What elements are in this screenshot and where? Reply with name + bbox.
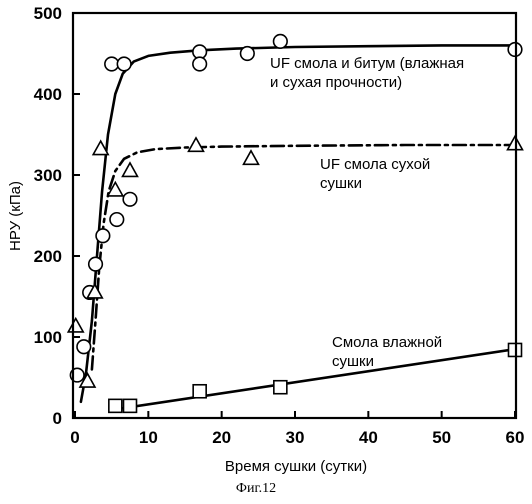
x-tick-label: 30 bbox=[286, 428, 305, 447]
annotation-uf-dry-line2: сушки bbox=[320, 175, 362, 192]
y-tick-label: 500 bbox=[34, 4, 62, 23]
circle-marker bbox=[117, 57, 131, 71]
fit-line-series-3 bbox=[112, 349, 515, 410]
triangle-marker bbox=[68, 318, 83, 332]
y-axis-title: НРУ (кПа) bbox=[7, 181, 24, 251]
square-marker bbox=[274, 381, 287, 394]
triangle-marker bbox=[244, 151, 259, 165]
circle-marker bbox=[123, 193, 137, 207]
annotation-uf-dry-line1: UF смола сухой bbox=[320, 156, 430, 173]
square-marker bbox=[124, 399, 137, 412]
x-tick-label: 40 bbox=[359, 428, 378, 447]
y-tick-label: 0 bbox=[53, 409, 62, 428]
y-tick-label: 300 bbox=[34, 166, 62, 185]
circle-marker bbox=[105, 57, 119, 71]
y-tick-label: 400 bbox=[34, 85, 62, 104]
data-points bbox=[68, 35, 522, 413]
circle-marker bbox=[241, 47, 255, 61]
square-marker bbox=[109, 399, 122, 412]
annotation-wet-resin-line2: сушки bbox=[332, 353, 374, 370]
circle-marker bbox=[96, 229, 110, 243]
x-tick-label: 50 bbox=[432, 428, 451, 447]
x-tick-label: 0 bbox=[70, 428, 79, 447]
annotation-uf-bitumen-line1: UF смола и битум (влажная bbox=[270, 55, 464, 72]
fit-line-series-1 bbox=[81, 45, 515, 401]
x-tick-label: 20 bbox=[212, 428, 231, 447]
y-tick-label: 100 bbox=[34, 328, 62, 347]
circle-marker bbox=[110, 213, 124, 227]
x-tick-label: 10 bbox=[139, 428, 158, 447]
circle-marker bbox=[77, 340, 91, 354]
triangle-marker bbox=[123, 163, 138, 177]
circle-marker bbox=[193, 57, 207, 71]
annotation-wet-resin-line1: Смола влажной bbox=[332, 334, 442, 351]
figure-caption: Фиг.12 bbox=[236, 481, 276, 496]
circle-marker bbox=[89, 257, 103, 271]
x-tick-label: 60 bbox=[506, 428, 525, 447]
annotation-uf-bitumen-line2: и сухая прочности) bbox=[270, 74, 402, 91]
circle-marker bbox=[274, 35, 288, 49]
triangle-marker bbox=[189, 138, 204, 152]
square-marker bbox=[193, 385, 206, 398]
x-axis-title: Время сушки (сутки) bbox=[225, 458, 367, 475]
fit-line-series-2 bbox=[92, 145, 515, 369]
y-tick-label: 200 bbox=[34, 247, 62, 266]
fit-lines bbox=[81, 45, 515, 410]
